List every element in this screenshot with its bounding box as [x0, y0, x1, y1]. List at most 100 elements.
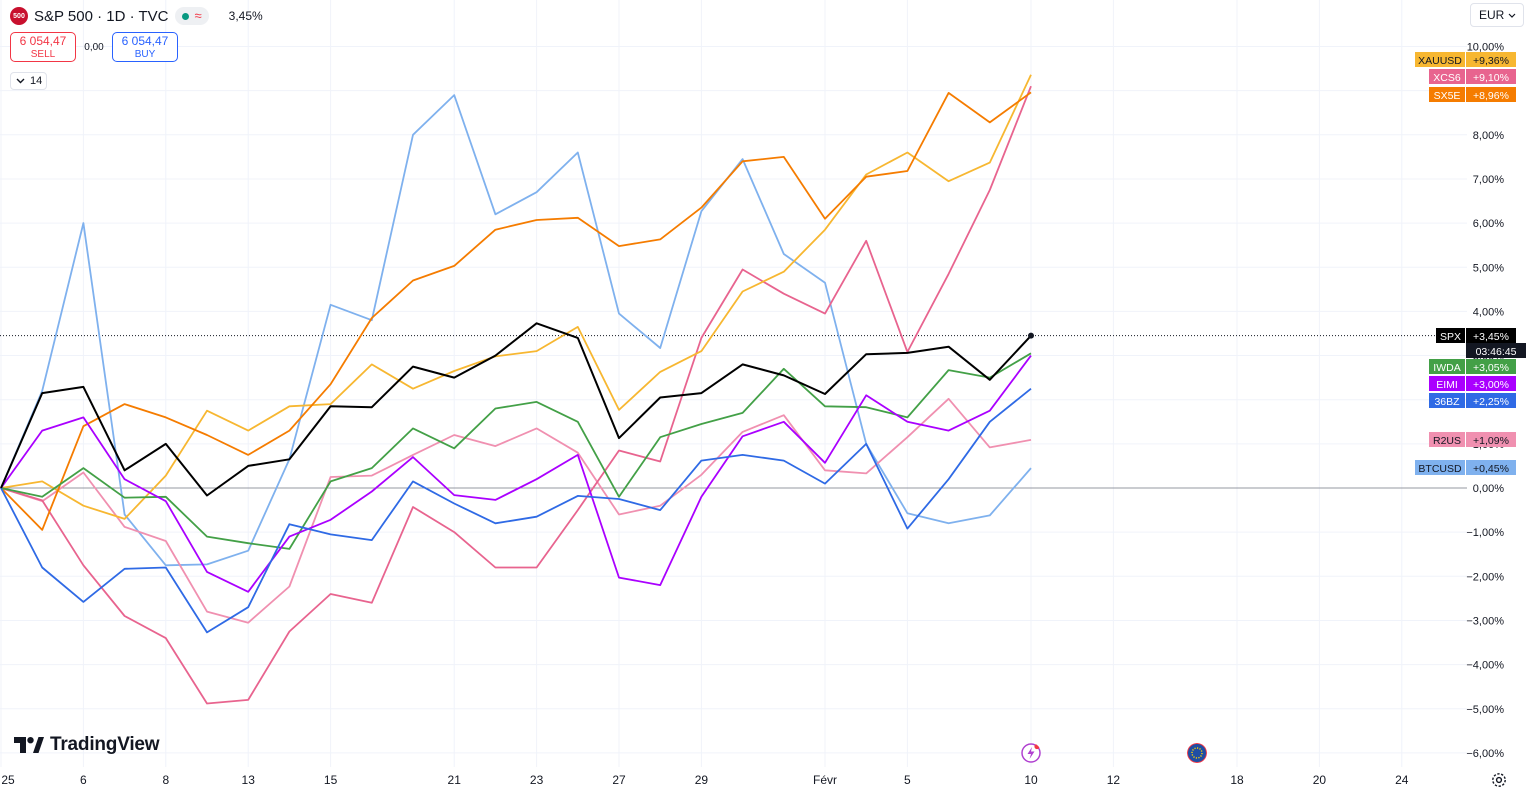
series-tag-value-bg: [1466, 432, 1516, 447]
currency-selector[interactable]: EUR: [1470, 3, 1524, 27]
y-tick-label: 4,00%: [1473, 306, 1504, 318]
x-tick-label: 5: [904, 773, 911, 787]
series-tag-value-bg: [1466, 52, 1516, 67]
series-tag-name: 36BZ: [1434, 396, 1460, 408]
series-tag-value-bg: [1466, 376, 1516, 391]
series-line-eimi: [0, 355, 1032, 593]
tradingview-brand[interactable]: TradingView: [14, 734, 160, 756]
y-tick-label: −1,00%: [1466, 527, 1504, 539]
series-tag-value-bg: [1466, 87, 1516, 102]
x-tick-label: 20: [1313, 773, 1327, 787]
y-tick-label: −5,00%: [1466, 704, 1504, 716]
series-tag-value: +9,36%: [1473, 55, 1509, 67]
series-tag-btcusd: BTCUSD +0,45%: [1415, 460, 1516, 475]
y-tick-label: 8,00%: [1473, 130, 1504, 142]
y-tick-label: 6,00%: [1473, 218, 1504, 230]
series-tag-spx: SPX +3,45%: [1436, 328, 1516, 343]
y-tick-label: 5,00%: [1473, 262, 1504, 274]
sell-label: SELL: [30, 49, 56, 60]
x-tick-label: 15: [324, 773, 338, 787]
series-tag-iwda: IWDA +3,05%: [1429, 359, 1516, 374]
series-tag-value: +1,09%: [1473, 435, 1509, 447]
series-tag-name-bg: [1429, 359, 1465, 374]
x-tick-label: 24: [1395, 773, 1409, 787]
series-tag-value: +9,10%: [1473, 72, 1509, 84]
series-tag-value: +2,25%: [1473, 396, 1509, 408]
y-tick-label: −3,00%: [1466, 615, 1504, 627]
x-tick-label: 23: [530, 773, 544, 787]
series-tag-name: R2US: [1433, 435, 1461, 447]
series-tag-name: IWDA: [1433, 362, 1460, 374]
series-tag-name: SPX: [1440, 331, 1461, 343]
x-tick-label: 13: [242, 773, 256, 787]
spread-value: 0,00: [84, 41, 104, 53]
series-tag-value-bg: [1466, 460, 1516, 475]
series-line-btcusd: [0, 94, 1032, 567]
series-tag-name-bg: [1415, 460, 1465, 475]
x-tick-label: 18: [1230, 773, 1244, 787]
market-open-icon: [181, 12, 189, 20]
x-tick-label: Févr: [813, 773, 837, 787]
series-tag-name: XCS6: [1433, 72, 1461, 84]
market-status-toggle[interactable]: ≈: [174, 7, 209, 25]
series-tag-value: +8,96%: [1473, 90, 1509, 102]
symbol-title[interactable]: S&P 500 · 1D · TVC: [34, 7, 169, 25]
x-tick-label: 10: [1024, 773, 1038, 787]
series-tag-name-bg: [1436, 328, 1465, 343]
series-tag-name-bg: [1429, 432, 1465, 447]
series-tag-r2us: R2US +1,09%: [1429, 432, 1516, 447]
series-tag-name-bg: [1429, 69, 1465, 84]
y-tick-label: −4,00%: [1466, 660, 1504, 672]
series-tag-name-bg: [1429, 393, 1465, 408]
x-tick-label: 21: [448, 773, 462, 787]
series-line-spx: [0, 322, 1032, 497]
series-line-sx5e: [0, 91, 1032, 531]
series-tag-eimi: EIMI +3,00%: [1429, 376, 1516, 391]
trade-panel: 6 054,47 SELL 0,00 6 054,47 BUY: [10, 32, 178, 62]
eu-flag-event-icon[interactable]: [1187, 743, 1207, 763]
chart-header: 500 S&P 500 · 1D · TVC ≈ 3,45%: [10, 6, 263, 26]
series-tag-value: +3,00%: [1473, 379, 1509, 391]
index-logo-icon[interactable]: 500: [10, 7, 28, 25]
series-tag-name: EIMI: [1436, 379, 1458, 391]
series-tag-value-bg: [1466, 328, 1516, 343]
series-line-xauusd: [0, 74, 1032, 520]
x-tick-label: 25: [1, 773, 15, 787]
y-tick-label: 10,00%: [1467, 42, 1505, 54]
currency-label: EUR: [1479, 8, 1505, 22]
series-tag-xcs6: XCS6 +9,10%: [1429, 69, 1516, 84]
sell-button[interactable]: 6 054,47 SELL: [10, 32, 76, 62]
header-change-pct: 3,45%: [228, 9, 263, 23]
countdown-bg: [1466, 343, 1526, 358]
series-tag-36bz: 36BZ +2,25%: [1429, 393, 1516, 408]
series-line-xcs6: [0, 85, 1032, 705]
flash-event-icon[interactable]: [1021, 743, 1041, 763]
series-tag-sx5e: SX5E +8,96%: [1429, 87, 1516, 102]
y-tick-label: −6,00%: [1466, 748, 1504, 760]
gear-icon[interactable]: [1490, 771, 1508, 789]
series-tag-name-bg: [1415, 52, 1465, 67]
series-tag-value: +3,45%: [1473, 331, 1509, 343]
series-tag-value: +3,05%: [1473, 362, 1509, 374]
chevron-down-icon: [16, 78, 25, 84]
y-tick-label: 0,00%: [1473, 483, 1504, 495]
x-tick-label: 12: [1107, 773, 1121, 787]
x-tick-label: 8: [162, 773, 169, 787]
series-tag-value-bg: [1466, 393, 1516, 408]
buy-price: 6 054,47: [121, 34, 169, 48]
brand-name: TradingView: [50, 734, 160, 755]
realtime-wave-icon: ≈: [194, 8, 202, 23]
x-tick-label: 29: [695, 773, 709, 787]
chevron-down-icon: [1508, 13, 1516, 18]
x-tick-label: 27: [612, 773, 626, 787]
buy-button[interactable]: 6 054,47 BUY: [112, 32, 178, 62]
y-tick-label: 7,00%: [1473, 174, 1504, 186]
series-tag-name-bg: [1429, 376, 1465, 391]
indicators-collapse-button[interactable]: 14: [10, 72, 47, 90]
series-line-36bz: [0, 387, 1032, 634]
tradingview-logo-icon: [14, 737, 44, 753]
series-tag-value: +0,45%: [1473, 463, 1509, 475]
series-tag-xauusd: XAUUSD +9,36%: [1415, 52, 1516, 67]
series-tag-name: SX5E: [1434, 90, 1461, 102]
